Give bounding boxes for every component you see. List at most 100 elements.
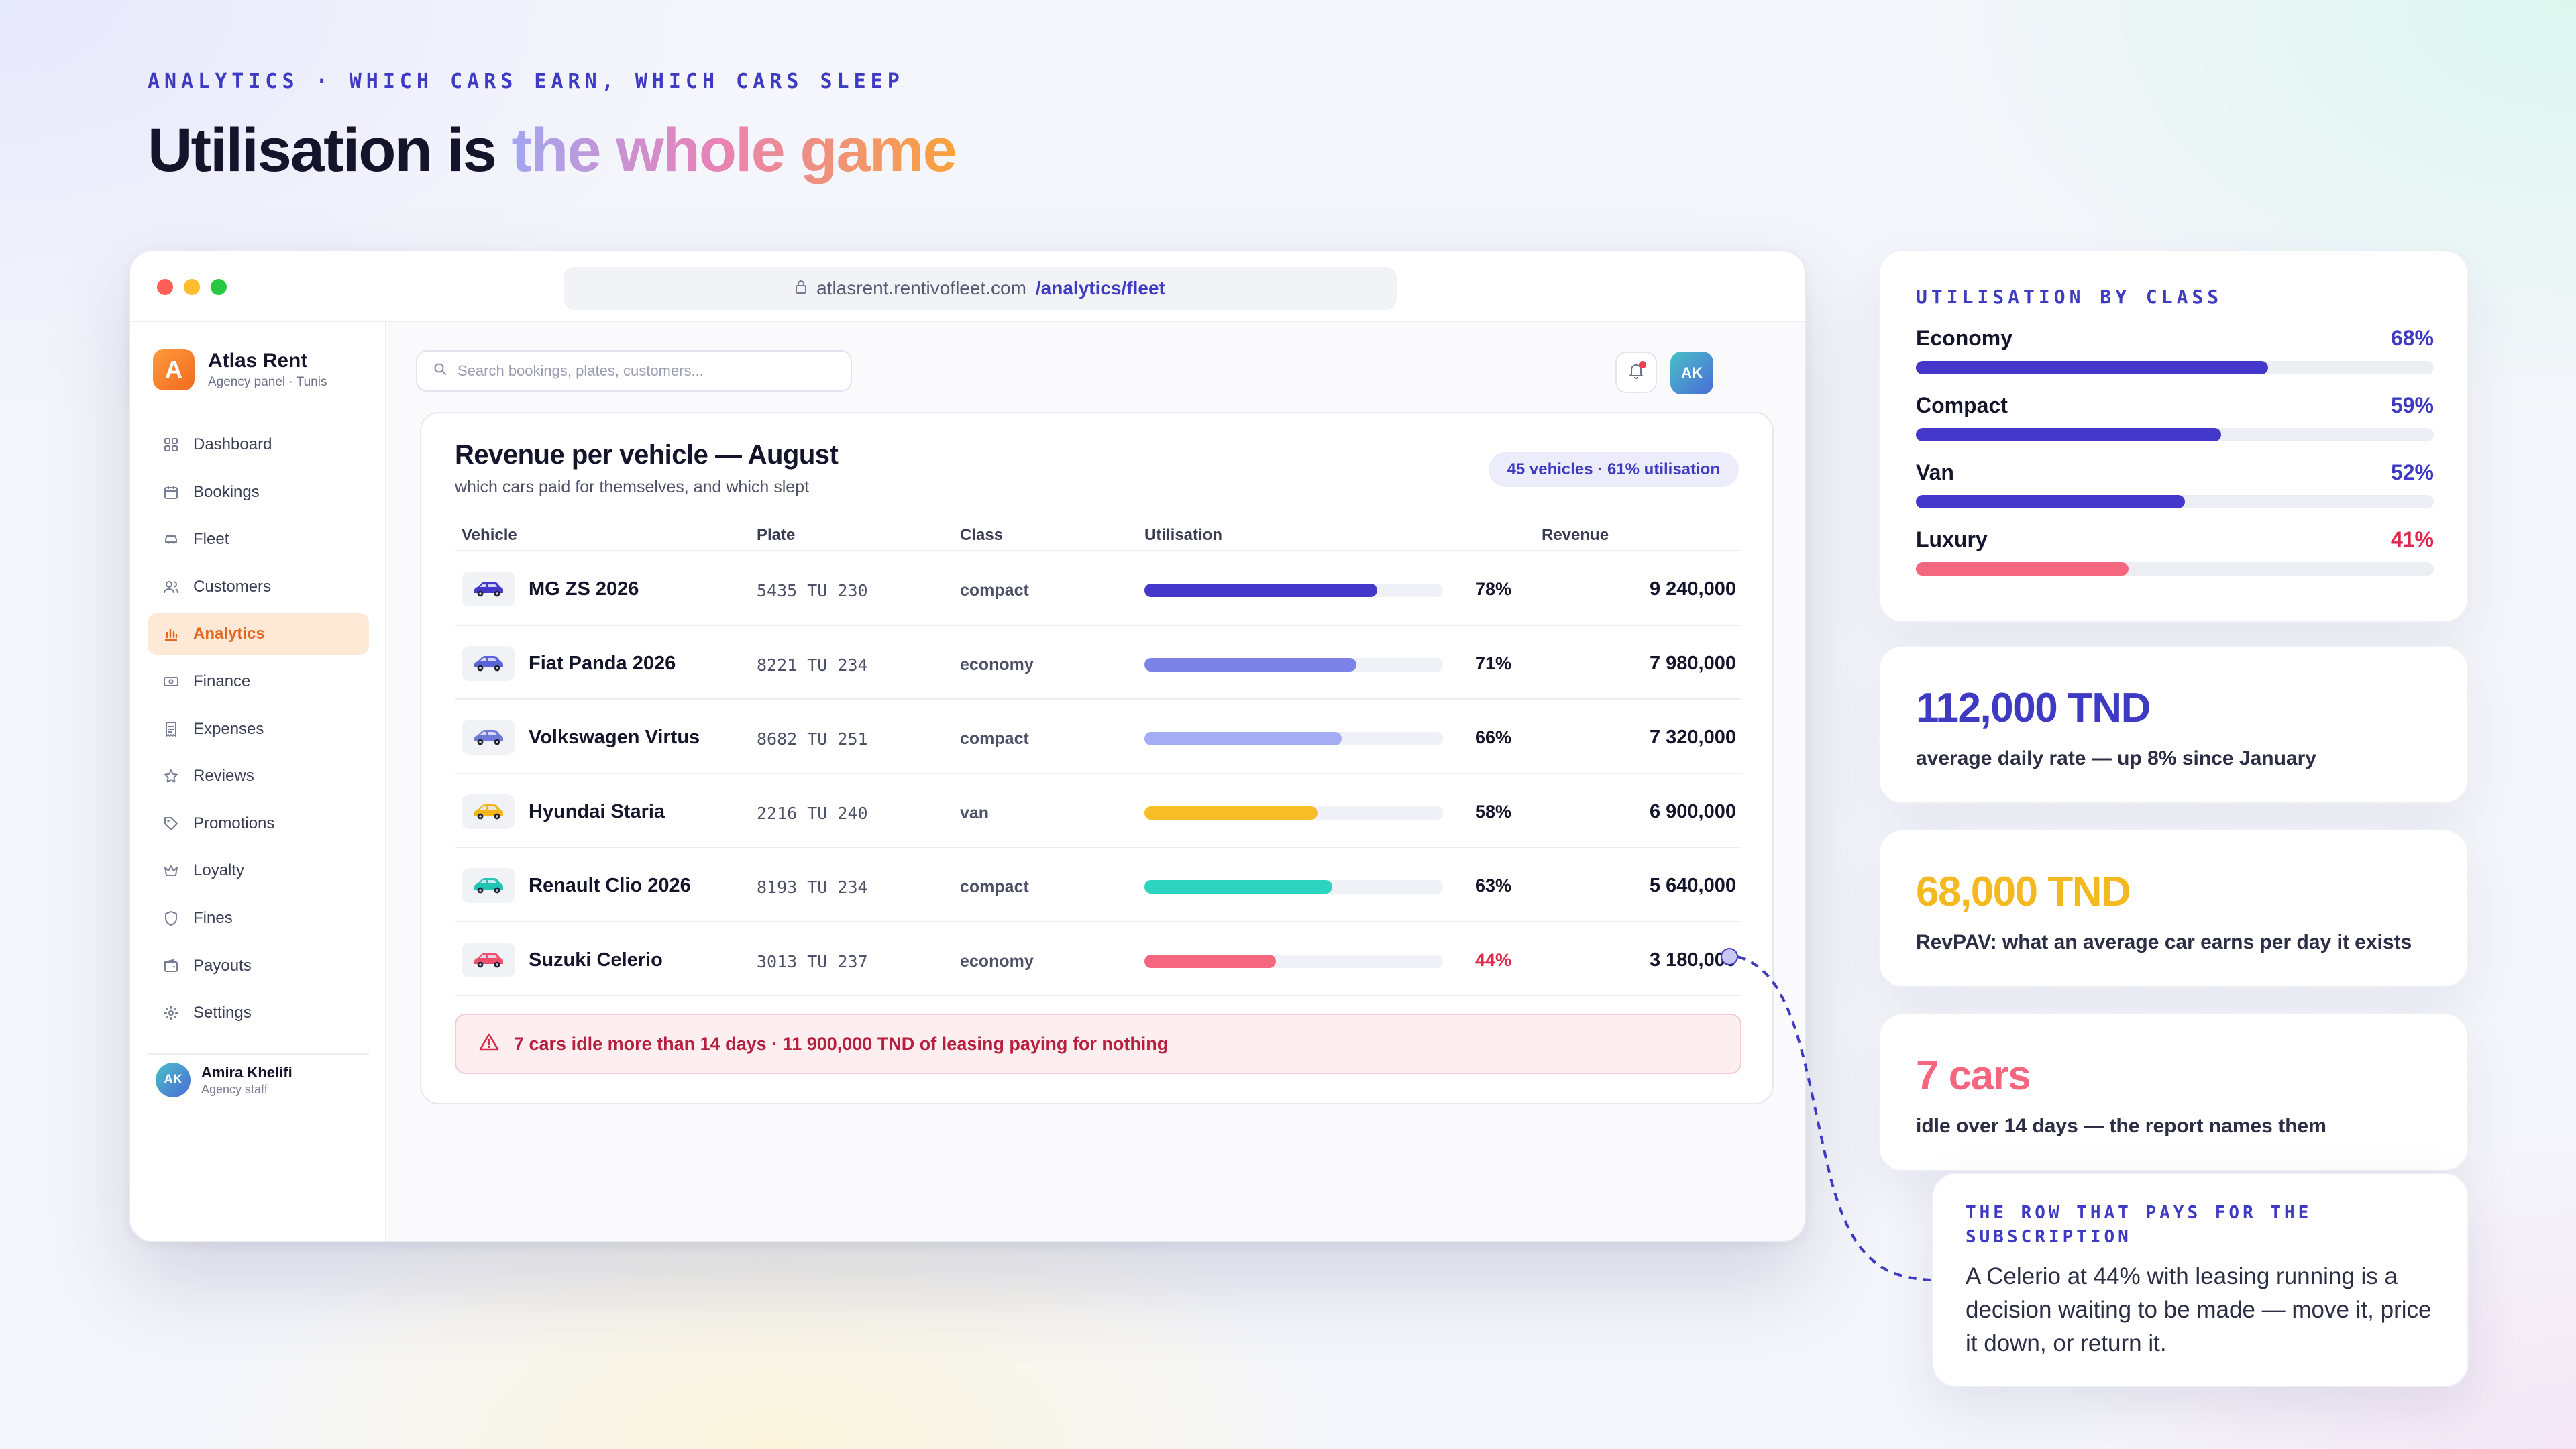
table-row[interactable]: Renault Clio 2026 8193 TU 234 compact 63% 5 …: [455, 848, 1741, 922]
banknote-icon: [162, 673, 180, 690]
class-utilisation-luxury: Luxury 41%: [1916, 527, 2434, 576]
bar-chart-icon: [162, 625, 180, 643]
sidebar-item-label: Analytics: [193, 625, 265, 643]
shield-icon: [162, 910, 180, 927]
vehicle-class: van: [960, 803, 989, 822]
brand[interactable]: A Atlas Rent Agency panel · Tunis: [153, 349, 327, 390]
sidebar-item-label: Fines: [193, 908, 233, 927]
vehicle-class: economy: [960, 951, 1034, 971]
utilisation-percent: 63%: [1474, 875, 1511, 896]
car-icon: [462, 942, 515, 977]
summary-badge: 45 vehicles · 61% utilisation: [1488, 452, 1739, 487]
utilisation-bar-fill: [1144, 954, 1276, 968]
sidebar-divider: [148, 1053, 369, 1055]
table-row[interactable]: MG ZS 2026 5435 TU 230 compact 78% 9 240,000: [455, 551, 1741, 626]
utilisation-bar: [1144, 657, 1443, 672]
utilisation-bar-fill: [1144, 880, 1333, 894]
warning-icon: [479, 1032, 499, 1056]
sidebar-item-analytics[interactable]: Analytics: [148, 613, 369, 655]
notifications-button[interactable]: [1615, 352, 1657, 393]
address-bar[interactable]: atlasrent.rentivofleet.com /analytics/fl…: [564, 267, 1397, 310]
plate-number: 5435 TU 230: [757, 581, 868, 600]
utilisation-bar: [1144, 954, 1443, 968]
user-name: Amira Khelifi: [201, 1063, 292, 1081]
column-plate[interactable]: Plate: [757, 526, 796, 544]
headline-plain: Utilisation is: [148, 116, 497, 184]
page-headline: Utilisation is the whole game: [148, 115, 957, 186]
sidebar-item-loyalty[interactable]: Loyalty: [148, 850, 369, 892]
stat-value: 68,000 TND: [1916, 869, 2131, 915]
sidebar-item-fleet[interactable]: Fleet: [148, 519, 369, 560]
search-input[interactable]: Search bookings, plates, customers...: [416, 350, 852, 392]
callout-body: A Celerio at 44% with leasing running is…: [1966, 1263, 2432, 1356]
notification-badge: [1639, 361, 1646, 368]
headline-accent: the whole game: [511, 116, 957, 184]
sidebar-item-reviews[interactable]: Reviews: [148, 755, 369, 797]
sidebar-item-label: Expenses: [193, 719, 264, 738]
car-icon: [462, 794, 515, 829]
car-icon: [462, 645, 515, 681]
utilisation-bar: [1144, 806, 1443, 820]
revenue-value: 3 180,000: [1649, 949, 1736, 971]
star-icon: [162, 767, 180, 785]
table-row[interactable]: Suzuki Celerio 3013 TU 237 economy 44% 3 180…: [455, 922, 1741, 996]
revenue-value: 5 640,000: [1649, 875, 1736, 896]
sidebar-item-label: Reviews: [193, 767, 254, 786]
utilisation-percent: 44%: [1474, 949, 1511, 970]
account-avatar[interactable]: AK: [1670, 352, 1713, 394]
sidebar-item-dashboard[interactable]: Dashboard: [148, 424, 369, 466]
column-class[interactable]: Class: [960, 526, 1004, 544]
report-title: Revenue per vehicle — August: [455, 440, 839, 470]
utilisation-bar-fill: [1144, 806, 1318, 820]
utilisation-bar-fill: [1144, 657, 1356, 672]
callout-note: THE ROW THAT PAYS FOR THE SUBSCRIPTION A…: [1932, 1173, 2469, 1387]
utilisation-percent: 78%: [1474, 579, 1511, 599]
user-profile[interactable]: AK Amira Khelifi Agency staff: [156, 1063, 292, 1097]
vehicle-name: MG ZS 2026: [529, 578, 639, 600]
sidebar-item-payouts[interactable]: Payouts: [148, 945, 369, 987]
vehicle-class: compact: [960, 729, 1029, 748]
sidebar-item-label: Customers: [193, 577, 272, 596]
plate-number: 8682 TU 251: [757, 729, 868, 749]
class-utilisation-van: Van 52%: [1916, 460, 2434, 508]
utilisation-card-title: UTILISATION BY CLASS: [1916, 286, 2223, 308]
table-row[interactable]: Hyundai Staria 2216 TU 240 van 58% 6 900,000: [455, 774, 1741, 848]
sidebar-item-promotions[interactable]: Promotions: [148, 803, 369, 845]
class-value: 68%: [2390, 326, 2434, 350]
column-vehicle[interactable]: Vehicle: [462, 526, 517, 544]
minimize-window-dot[interactable]: [184, 279, 200, 295]
column-utilisation[interactable]: Utilisation: [1144, 526, 1223, 544]
class-bar: [1916, 361, 2434, 374]
car-icon: [462, 720, 515, 755]
sidebar-item-settings[interactable]: Settings: [148, 992, 369, 1034]
table-header: Vehicle Plate Class Utilisation Revenue: [455, 518, 1741, 551]
bell-icon: [1628, 362, 1644, 383]
utilisation-bar: [1144, 880, 1443, 894]
vehicle-name: Volkswagen Virtus: [529, 727, 700, 748]
table-row[interactable]: Fiat Panda 2026 8221 TU 234 economy 71% 7 98…: [455, 626, 1741, 700]
stat-description: average daily rate — up 8% since January: [1916, 747, 2316, 769]
column-revenue[interactable]: Revenue: [1542, 526, 1609, 544]
revenue-value: 6 900,000: [1649, 800, 1736, 822]
sidebar-item-fines[interactable]: Fines: [148, 898, 369, 939]
idle-cars-card: 7 cars idle over 14 days — the report nam…: [1878, 1013, 2469, 1171]
sidebar-item-expenses[interactable]: Expenses: [148, 708, 369, 750]
maximize-window-dot[interactable]: [211, 279, 227, 295]
sidebar-item-customers[interactable]: Customers: [148, 566, 369, 608]
class-bar: [1916, 562, 2434, 576]
sidebar-item-label: Fleet: [193, 530, 229, 549]
table-row[interactable]: Volkswagen Virtus 8682 TU 251 compact 66% 7 …: [455, 700, 1741, 774]
vehicle-table: MG ZS 2026 5435 TU 230 compact 78% 9 240,000…: [455, 551, 1741, 996]
idle-alert[interactable]: 7 cars idle more than 14 days · 11 900,0…: [455, 1014, 1741, 1074]
close-window-dot[interactable]: [157, 279, 173, 295]
sidebar: A Atlas Rent Agency panel · Tunis Dashbo…: [130, 322, 386, 1241]
page-eyebrow: ANALYTICS · WHICH CARS EARN, WHICH CARS …: [148, 70, 904, 93]
vehicle-class: economy: [960, 655, 1034, 674]
sidebar-item-bookings[interactable]: Bookings: [148, 472, 369, 513]
tag-icon: [162, 815, 180, 833]
revenue-value: 7 320,000: [1649, 727, 1736, 748]
stat-value: 112,000 TND: [1916, 685, 2151, 731]
gear-icon: [162, 1004, 180, 1022]
callout-title: THE ROW THAT PAYS FOR THE SUBSCRIPTION: [1966, 1203, 2312, 1247]
sidebar-item-finance[interactable]: Finance: [148, 661, 369, 702]
